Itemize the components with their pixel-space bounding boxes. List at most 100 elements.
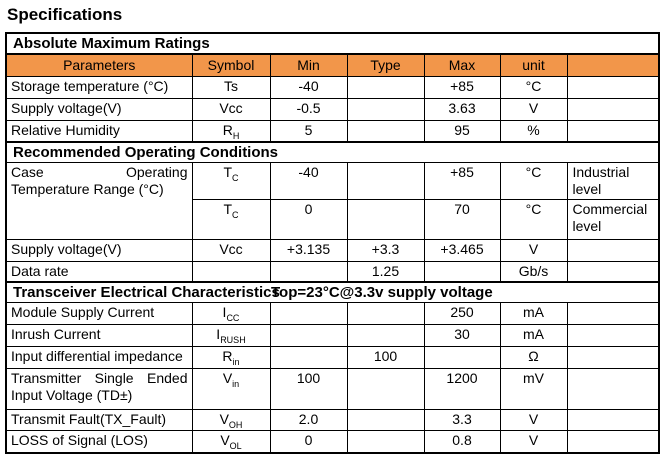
cell-parameter: Transmitter Single Ended Input Voltage (… xyxy=(5,367,193,410)
column-header-row: Parameters Symbol Min Type Max unit xyxy=(5,53,660,77)
cell-type: 100 xyxy=(346,345,425,369)
column-header-unit: unit xyxy=(499,53,568,77)
cell-parameter: Inrush Current xyxy=(5,323,193,347)
cell-parameter: Supply voltage(V) xyxy=(5,97,193,121)
row-transmitter-input-voltage: Transmitter Single Ended Input Voltage (… xyxy=(5,367,660,410)
section-row-absolute-maximum-ratings: Absolute Maximum Ratings xyxy=(5,32,660,55)
symbol-base: Ts xyxy=(224,78,238,94)
cell-min: -40 xyxy=(269,162,348,201)
symbol-base: V xyxy=(222,369,233,386)
cell-symbol: IRUSH xyxy=(191,323,271,347)
cell-symbol: VOL xyxy=(191,430,271,454)
cell-max xyxy=(423,261,501,283)
row-supply-voltage-rec: Supply voltage(V) Vcc +3.135 +3.3 +3.465… xyxy=(5,239,660,263)
cell-symbol: TC xyxy=(191,162,271,201)
cell-parameter: Transmit Fault(TX_Fault) xyxy=(5,408,193,432)
cell-min: 2.0 xyxy=(269,408,348,432)
cell-symbol: ICC xyxy=(191,302,271,325)
section-row-recommended-operating-conditions: Recommended Operating Conditions xyxy=(5,141,660,164)
cell-symbol: VOH xyxy=(191,408,271,432)
column-header-parameters: Parameters xyxy=(5,53,193,77)
cell-unit: V xyxy=(499,239,568,263)
cell-max: 3.3 xyxy=(423,408,501,432)
cell-min: 0 xyxy=(269,430,348,454)
section-subtitle-text: Top=23°C@3.3v supply voltage xyxy=(271,284,493,302)
cell-type: +3.3 xyxy=(346,239,425,263)
cell-note xyxy=(566,323,660,347)
cell-note xyxy=(566,367,660,410)
cell-type xyxy=(346,97,425,121)
cell-parameter: Module Supply Current xyxy=(5,302,193,325)
cell-note: Commercial level xyxy=(566,199,660,241)
symbol-base: Vcc xyxy=(219,99,243,116)
cell-note xyxy=(566,239,660,263)
cell-min: 5 xyxy=(269,119,348,143)
row-case-temperature-commercial: TC 0 70 °C Commercial level xyxy=(6,199,660,241)
cell-symbol: Vcc xyxy=(191,97,271,121)
symbol-base: Vcc xyxy=(219,241,243,258)
cell-unit: V xyxy=(499,408,568,432)
cell-max xyxy=(423,345,501,369)
symbol-subscript: OL xyxy=(229,441,242,452)
cell-parameter: LOSS of Signal (LOS) xyxy=(5,430,193,454)
page-title: Specifications xyxy=(7,5,123,24)
cell-min: 100 xyxy=(269,367,348,410)
cell-max: 250 xyxy=(423,302,501,325)
cell-note: Industrial level xyxy=(566,162,660,201)
section-title-recommended-operating-conditions: Recommended Operating Conditions xyxy=(5,141,660,164)
column-header-max: Max xyxy=(423,53,501,77)
symbol-base: I xyxy=(222,304,227,321)
cell-type xyxy=(346,367,425,410)
cell-symbol: TC xyxy=(191,199,271,241)
cell-unit: % xyxy=(499,119,568,143)
cell-unit: mV xyxy=(499,367,568,410)
cell-unit: Gb/s xyxy=(499,261,568,283)
column-header-symbol: Symbol xyxy=(191,53,271,77)
section-row-transceiver-electrical-characteristics: Transceiver Electrical Characteristics T… xyxy=(5,281,660,304)
cell-max: +85 xyxy=(423,162,501,201)
cell-unit: mA xyxy=(499,323,568,347)
cell-parameter: Storage temperature (°C) xyxy=(5,76,193,99)
cell-min: -0.5 xyxy=(269,97,348,121)
row-transmit-fault: Transmit Fault(TX_Fault) VOH 2.0 3.3 V xyxy=(5,408,660,432)
cell-min: +3.135 xyxy=(269,239,348,263)
page: Specifications Absolute Maximum Ratings … xyxy=(0,5,663,454)
symbol-base: T xyxy=(223,164,233,181)
row-case-temperature-industrial: Case Operating Temperature Range (°C) TC… xyxy=(5,162,660,241)
cell-symbol: Vcc xyxy=(191,239,271,263)
cell-unit: Ω xyxy=(499,345,568,369)
cell-parameter: Case Operating Temperature Range (°C) xyxy=(5,162,193,241)
symbol-subscript: RUSH xyxy=(220,334,246,345)
cell-max: 3.63 xyxy=(423,97,501,121)
symbol-subscript: C xyxy=(232,173,239,184)
row-module-supply-current: Module Supply Current ICC 250 mA xyxy=(5,302,660,325)
cell-note xyxy=(566,97,660,121)
section-title-transceiver: Transceiver Electrical Characteristics T… xyxy=(5,281,660,304)
symbol-base: I xyxy=(216,325,221,342)
symbol-base: T xyxy=(223,201,233,218)
cell-unit: °C xyxy=(499,76,568,99)
cell-min: -40 xyxy=(269,76,348,99)
symbol-subscript: C xyxy=(232,210,239,221)
row-supply-voltage-abs: Supply voltage(V) Vcc -0.5 3.63 V xyxy=(5,97,660,121)
cell-type xyxy=(346,119,425,143)
row-input-differential-impedance: Input differential impedance Rin 100 Ω xyxy=(5,345,660,369)
symbol-subscript: in xyxy=(232,356,240,367)
cell-min xyxy=(269,302,348,325)
cell-max: +85 xyxy=(423,76,501,99)
cell-note xyxy=(566,430,660,454)
section-title-text: Transceiver Electrical Characteristics xyxy=(13,284,280,302)
cell-symbol xyxy=(191,261,271,283)
cell-parameter: Supply voltage(V) xyxy=(5,239,193,263)
cell-note xyxy=(566,302,660,325)
cell-min: 0 xyxy=(269,199,348,241)
cell-unit: V xyxy=(499,97,568,121)
cell-unit: mA xyxy=(499,302,568,325)
cell-note xyxy=(566,408,660,432)
cell-parameter: Data rate xyxy=(5,261,193,283)
cell-type: 1.25 xyxy=(346,261,425,283)
cell-parameter: Relative Humidity xyxy=(5,119,193,143)
cell-unit: °C xyxy=(499,199,568,241)
cell-unit: °C xyxy=(499,162,568,201)
cell-note xyxy=(566,261,660,283)
